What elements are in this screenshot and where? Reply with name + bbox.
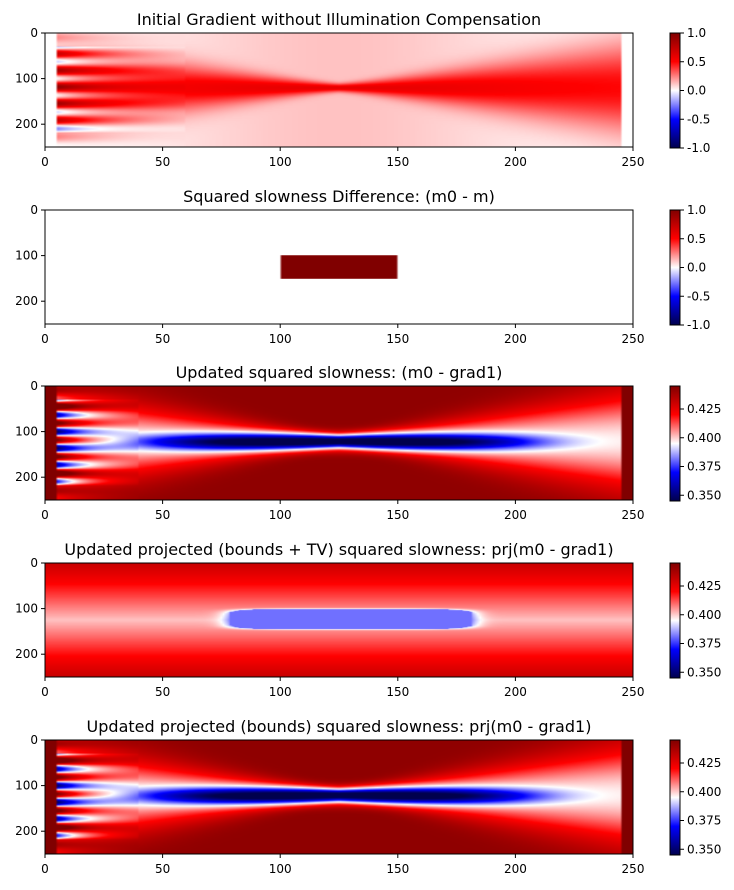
colorbar-tick-label: 0.350 [687,665,721,679]
panel-2: Squared slowness Difference: (m0 - m) 0 50… [15,187,710,346]
x-tick-label: 0 [41,155,49,169]
x-tick-label: 250 [622,685,645,699]
x-tick-label: 250 [622,155,645,169]
colorbar-tick-label: 0.425 [687,756,721,770]
colorbar-tick-label: 0.375 [687,460,721,474]
colorbar-tick-label: 0.400 [687,608,721,622]
x-tick-label: 250 [622,332,645,346]
y-tick-label: 100 [15,602,38,616]
y-tick-label: 0 [30,379,38,393]
x-tick-label: 50 [155,508,170,522]
y-tick-label: 100 [15,249,38,263]
panel-title: Updated squared slowness: (m0 - grad1) [176,363,503,382]
x-tick-label: 250 [622,862,645,876]
panel-title: Squared slowness Difference: (m0 - m) [183,187,495,206]
x-tick-label: 100 [269,862,292,876]
x-tick-label: 150 [386,508,409,522]
x-tick-label: 50 [155,155,170,169]
colorbar-tick-label: 0.0 [687,261,706,275]
y-tick-label: 200 [15,647,38,661]
colorbar [670,33,680,148]
heatmap-image [45,563,633,677]
panel-5: Updated projected (bounds) squared slown… [15,717,721,876]
colorbar [670,740,680,855]
heatmap-image [45,386,633,500]
colorbar [670,563,680,678]
x-tick-label: 150 [386,332,409,346]
colorbar-tick-label: 0.5 [687,232,706,246]
x-tick-label: 0 [41,862,49,876]
colorbar-tick-label: 0.400 [687,785,721,799]
plot-frame [44,739,634,855]
x-tick-label: 50 [155,862,170,876]
x-tick-label: 0 [41,332,49,346]
y-tick-label: 100 [15,72,38,86]
x-tick-label: 0 [41,508,49,522]
x-tick-label: 150 [386,862,409,876]
y-tick-label: 0 [30,733,38,747]
x-tick-label: 250 [622,508,645,522]
plot-frame [44,562,634,678]
colorbar [670,386,680,501]
colorbar-tick-label: 1.0 [687,203,706,217]
y-tick-label: 100 [15,425,38,439]
x-tick-label: 150 [386,685,409,699]
colorbar-frame [669,385,681,502]
panel-4: Updated projected (bounds + TV) squared … [15,540,721,699]
colorbar-frame [669,739,681,856]
y-tick-label: 0 [30,203,38,217]
colorbar-tick-label: 0.425 [687,402,721,416]
x-tick-label: 100 [269,685,292,699]
colorbar-tick-label: -1.0 [687,141,710,155]
colorbar-tick-label: 0.350 [687,488,721,502]
plot-frame [44,209,634,325]
y-tick-label: 200 [15,824,38,838]
panel-title: Updated projected (bounds + TV) squared … [64,540,613,559]
y-tick-label: 200 [15,294,38,308]
panel-1: Initial Gradient without Illumination Co… [15,10,710,169]
x-tick-label: 200 [504,155,527,169]
x-tick-label: 0 [41,685,49,699]
colorbar-tick-label: 0.400 [687,431,721,445]
x-tick-label: 200 [504,508,527,522]
x-tick-label: 50 [155,685,170,699]
colorbar-tick-label: -1.0 [687,318,710,332]
heatmap-image [45,210,633,324]
x-tick-label: 150 [386,155,409,169]
panel-3: Updated squared slowness: (m0 - grad1) 0 5… [15,363,721,522]
x-tick-label: 200 [504,332,527,346]
panel-title: Updated projected (bounds) squared slown… [87,717,592,736]
panel-title: Initial Gradient without Illumination Co… [137,10,541,29]
y-tick-label: 200 [15,470,38,484]
heatmap-image [45,740,633,854]
colorbar-frame [669,562,681,679]
x-tick-label: 100 [269,155,292,169]
x-tick-label: 100 [269,508,292,522]
colorbar [670,210,680,325]
plot-frame [44,385,634,501]
plot-frame [44,32,634,148]
colorbar-tick-label: -0.5 [687,289,710,303]
heatmap-image [45,33,633,147]
colorbar-tick-label: 0.350 [687,842,721,856]
colorbar-tick-label: 0.425 [687,579,721,593]
x-tick-label: 100 [269,332,292,346]
x-tick-label: 200 [504,862,527,876]
x-tick-label: 200 [504,685,527,699]
colorbar-tick-label: 0.0 [687,84,706,98]
y-tick-label: 0 [30,26,38,40]
x-tick-label: 50 [155,332,170,346]
y-tick-label: 200 [15,117,38,131]
colorbar-tick-label: 0.375 [687,637,721,651]
colorbar-tick-label: -0.5 [687,112,710,126]
colorbar-tick-label: 0.5 [687,55,706,69]
colorbar-tick-label: 0.375 [687,814,721,828]
y-tick-label: 100 [15,779,38,793]
y-tick-label: 0 [30,556,38,570]
colorbar-tick-label: 1.0 [687,26,706,40]
